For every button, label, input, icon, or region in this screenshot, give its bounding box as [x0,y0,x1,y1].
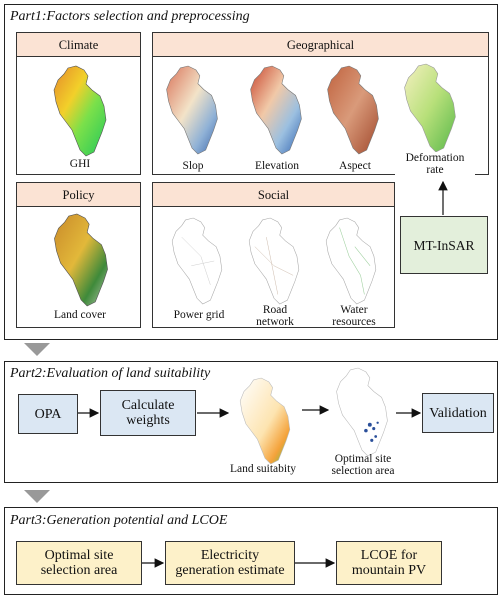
mt-insar-box: MT-InSAR [400,216,488,274]
geographical-header: Geographical [153,33,488,57]
road-network-map [248,217,300,305]
electricity-estimate-box: Electricity generation estimate [165,541,295,585]
lcoe-box: LCOE for mountain PV [336,541,442,585]
elevation-label: Elevation [254,160,300,172]
optimal-site-box: Optimal site selection area [16,541,142,585]
optimal-area-label: Optimal site selection area [331,453,395,477]
part3-title: Part3:Generation potential and LCOE [10,513,228,528]
aspect-label: Aspect [339,160,371,172]
deformation-label: Deformation rate [395,152,475,176]
road-network-label: Road network [256,304,294,328]
chevron-down-icon [24,343,50,356]
climate-header: Climate [17,33,140,57]
land-suitability-label: Land suitabity [229,463,297,475]
policy-header: Policy [17,183,140,207]
calculate-weights-box: Calculate weights [100,390,196,436]
water-resources-label: Water resources [332,304,376,328]
climate-panel: Climate [16,32,141,175]
ghi-label: GHI [69,158,91,170]
opa-box: OPA [18,394,78,434]
part1-title: Part1:Factors selection and preprocessin… [10,9,250,24]
power-grid-label: Power grid [173,309,225,321]
slop-label: Slop [182,160,204,172]
validation-box: Validation [422,393,494,433]
water-resources-map [325,217,377,305]
optimal-area-map [336,367,388,457]
part2-title: Part2:Evaluation of land suitability [10,366,211,381]
social-header: Social [153,183,394,207]
power-grid-map [171,217,223,305]
chevron-down-icon [24,490,50,503]
land-cover-label: Land cover [53,309,107,321]
